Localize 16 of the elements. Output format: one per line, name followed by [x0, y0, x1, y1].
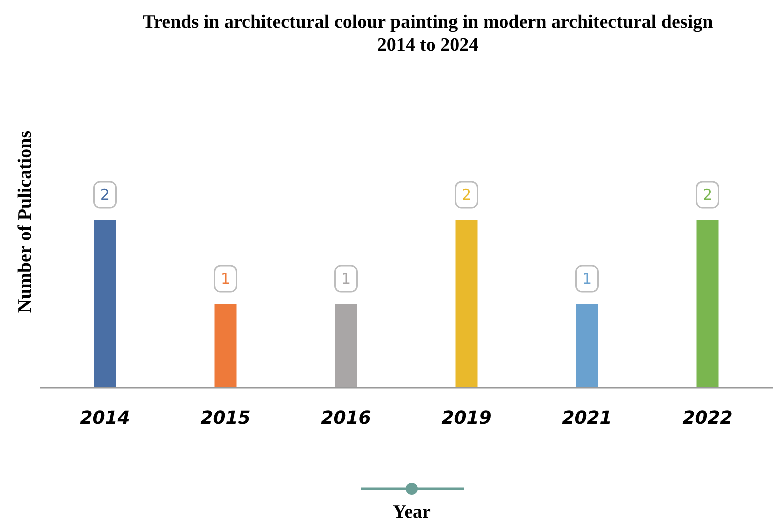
data-label: 2 — [100, 186, 110, 204]
data-label: 2 — [462, 186, 472, 204]
x-tick-label: 2015 — [200, 408, 251, 429]
x-tick-label: 2016 — [321, 408, 372, 429]
data-label: 2 — [702, 186, 713, 204]
chart-subtitle: 2014 to 2024 — [377, 35, 480, 56]
x-tick-label: 2014 — [80, 408, 130, 429]
x-tick-label: 2019 — [442, 408, 492, 429]
x-tick-label: 2021 — [562, 408, 612, 429]
y-axis-title: Number of Pulications — [15, 130, 36, 314]
x-axis-title: Year — [393, 502, 432, 522]
data-label: 1 — [582, 270, 592, 288]
chart-title: Trends in architectural colour painting in modern architectural design — [142, 12, 714, 33]
x-tick-label: 2022 — [682, 408, 733, 429]
data-label: 1 — [341, 270, 352, 288]
data-label: 1 — [220, 270, 231, 288]
